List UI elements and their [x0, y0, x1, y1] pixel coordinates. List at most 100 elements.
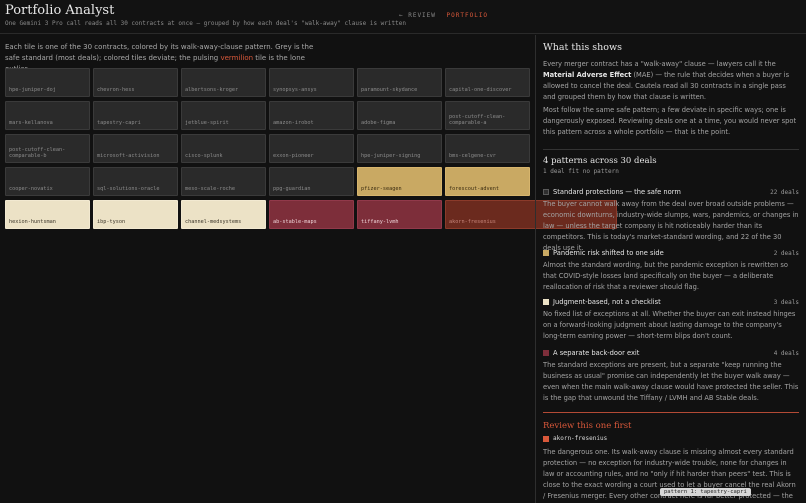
- contract-tile-label: microsoft-activision: [97, 153, 160, 159]
- contract-tile[interactable]: amazon-irobot: [269, 101, 354, 130]
- contract-tile[interactable]: forescout-advent: [445, 167, 530, 196]
- contract-tile[interactable]: bms-celgene-cvr: [445, 134, 530, 163]
- contract-tile[interactable]: capital-one-discover: [445, 68, 530, 97]
- contract-tile[interactable]: hpe-juniper-signing: [357, 134, 442, 163]
- contract-tile-label: tapestry-capri: [97, 120, 141, 126]
- contract-tile-label: meso-scale-roche: [185, 186, 235, 192]
- contract-tile-label: hpe-juniper-signing: [361, 153, 421, 159]
- no-pattern-note: 1 deal fit no pattern: [543, 168, 619, 175]
- top-nav: ← REVIEW PORTFOLIO: [399, 12, 488, 19]
- contract-tile-label: capital-one-discover: [449, 87, 512, 93]
- contract-tile-label: post-cutoff-clean- comparable-a: [449, 114, 506, 126]
- contract-tile-label: ibp-tyson: [97, 219, 126, 225]
- contract-tile[interactable]: paramount-skydance: [357, 68, 442, 97]
- contract-tile-label: bms-celgene-cvr: [449, 153, 496, 159]
- pattern-count: 3 deals: [773, 299, 799, 306]
- contract-tile[interactable]: sql-solutions-oracle: [93, 167, 178, 196]
- contract-tile[interactable]: mars-kellanova: [5, 101, 90, 130]
- contract-tile-label: hexion-huntsman: [9, 219, 56, 225]
- pattern-title: A separate back-door exit: [553, 349, 640, 357]
- contract-tile-label: sql-solutions-oracle: [97, 186, 160, 192]
- explanation-panel: What this shows Every merger contract ha…: [543, 35, 801, 503]
- pattern-desc: Almost the standard wording, but the pan…: [543, 261, 789, 291]
- contract-tile-label: exxon-pioneer: [273, 153, 314, 159]
- pattern-paragraph: Most follow the same safe pattern; a few…: [543, 106, 797, 136]
- intro-text-a: Each tile is one of the 30 contracts, co…: [5, 43, 314, 62]
- contract-tile[interactable]: chevron-hess: [93, 68, 178, 97]
- contract-tile-label: cisco-splunk: [185, 153, 223, 159]
- panel-heading: What this shows: [543, 42, 622, 53]
- contract-tile-label: ppg-guardian: [273, 186, 311, 192]
- app-header: Portfolio Analyst One Gemini 3 Pro call …: [0, 0, 806, 34]
- contract-tile-label: tiffany-lvmh: [361, 219, 399, 225]
- contract-tile[interactable]: post-cutoff-clean- comparable-b: [5, 134, 90, 163]
- contract-tile[interactable]: cooper-novatix: [5, 167, 90, 196]
- contract-tile[interactable]: ibp-tyson: [93, 200, 178, 229]
- swatch-backdoor-icon: [543, 350, 549, 356]
- pattern-count: 4 deals: [773, 350, 799, 357]
- contract-tile[interactable]: microsoft-activision: [93, 134, 178, 163]
- contract-tile-label: jetblue-spirit: [185, 120, 229, 126]
- contract-tile[interactable]: ppg-guardian: [269, 167, 354, 196]
- p1-c: (MAE) — the rule that decides when a buy…: [543, 71, 790, 101]
- contract-tile-label: cooper-novatix: [9, 186, 53, 192]
- tile-tooltip: pattern 1: tapestry-capri: [660, 488, 751, 496]
- pattern-count: 2 deals: [773, 250, 799, 257]
- contract-tile-label: albertsons-kroger: [185, 87, 239, 93]
- contract-tile-label: channel-medsystems: [185, 219, 242, 225]
- contract-tile-label: amazon-irobot: [273, 120, 314, 126]
- nav-portfolio-link[interactable]: PORTFOLIO: [446, 12, 489, 19]
- contract-tile[interactable]: ab-stable-maps: [269, 200, 354, 229]
- review-first-heading: Review this one first: [543, 421, 632, 431]
- contract-tile[interactable]: post-cutoff-clean- comparable-a: [445, 101, 530, 130]
- outlier-deal-name[interactable]: akorn-fresenius: [553, 435, 608, 442]
- contract-tile-label: post-cutoff-clean- comparable-b: [9, 147, 66, 159]
- swatch-judgment-icon: [543, 299, 549, 305]
- contract-tile[interactable]: albertsons-kroger: [181, 68, 266, 97]
- swatch-outlier-icon: [543, 436, 549, 442]
- app-subtitle: One Gemini 3 Pro call reads all 30 contr…: [5, 20, 406, 27]
- swatch-standard-icon: [543, 189, 549, 195]
- contract-tile-label: ab-stable-maps: [273, 219, 317, 225]
- contract-tile[interactable]: tapestry-capri: [93, 101, 178, 130]
- pattern-count: 22 deals: [770, 189, 799, 196]
- contract-tile[interactable]: hpe-juniper-doj: [5, 68, 90, 97]
- contract-tile-label: mars-kellanova: [9, 120, 53, 126]
- contract-tile[interactable]: hexion-huntsman: [5, 200, 90, 229]
- intro-highlight: vermilion: [220, 54, 254, 62]
- contract-tile[interactable]: jetblue-spirit: [181, 101, 266, 130]
- contract-tile[interactable]: meso-scale-roche: [181, 167, 266, 196]
- pattern-desc: The buyer cannot walk away from the deal…: [543, 200, 799, 252]
- swatch-pandemic-icon: [543, 250, 549, 256]
- pattern-title: Judgment-based, not a checklist: [553, 298, 661, 306]
- pattern-count-title: 4 patterns across 30 deals: [543, 156, 657, 166]
- contract-tile-label: forescout-advent: [449, 186, 499, 192]
- pattern-title: Pandemic risk shifted to one side: [553, 249, 664, 257]
- outlier-desc: The dangerous one. Its walk-away clause …: [543, 448, 796, 500]
- panel-divider: [535, 35, 536, 503]
- pattern-desc: The standard exceptions are present, but…: [543, 361, 799, 402]
- nav-review-link[interactable]: ← REVIEW: [399, 12, 436, 19]
- portfolio-grid-panel: Each tile is one of the 30 contracts, co…: [0, 35, 617, 503]
- app-title: Portfolio Analyst: [5, 3, 115, 18]
- contract-tile[interactable]: adobe-figma: [357, 101, 442, 130]
- contract-tile[interactable]: cisco-splunk: [181, 134, 266, 163]
- contract-tile-label: pfizer-seagen: [361, 186, 402, 192]
- p1-a: Every merger contract has a "walk-away" …: [543, 60, 776, 68]
- contract-tile[interactable]: exxon-pioneer: [269, 134, 354, 163]
- contract-tile-label: adobe-figma: [361, 120, 396, 126]
- contract-tile-label: chevron-hess: [97, 87, 135, 93]
- contract-tile[interactable]: synopsys-ansys: [269, 68, 354, 97]
- pattern-title: Standard protections — the safe norm: [553, 188, 681, 196]
- contract-tile-label: hpe-juniper-doj: [9, 87, 56, 93]
- pattern-desc: No fixed list of exceptions at all. Whet…: [543, 310, 796, 340]
- mae-term: Material Adverse Effect: [543, 71, 632, 79]
- contract-tile[interactable]: channel-medsystems: [181, 200, 266, 229]
- contract-tile-label: synopsys-ansys: [273, 87, 317, 93]
- contract-tile-label: paramount-skydance: [361, 87, 418, 93]
- contract-tile-label: akorn-fresenius: [449, 219, 496, 225]
- contract-tile[interactable]: pfizer-seagen: [357, 167, 442, 196]
- contract-tile[interactable]: akorn-fresenius: [445, 200, 617, 229]
- intro-paragraph: Every merger contract has a "walk-away" …: [543, 59, 799, 103]
- contract-tile[interactable]: tiffany-lvmh: [357, 200, 442, 229]
